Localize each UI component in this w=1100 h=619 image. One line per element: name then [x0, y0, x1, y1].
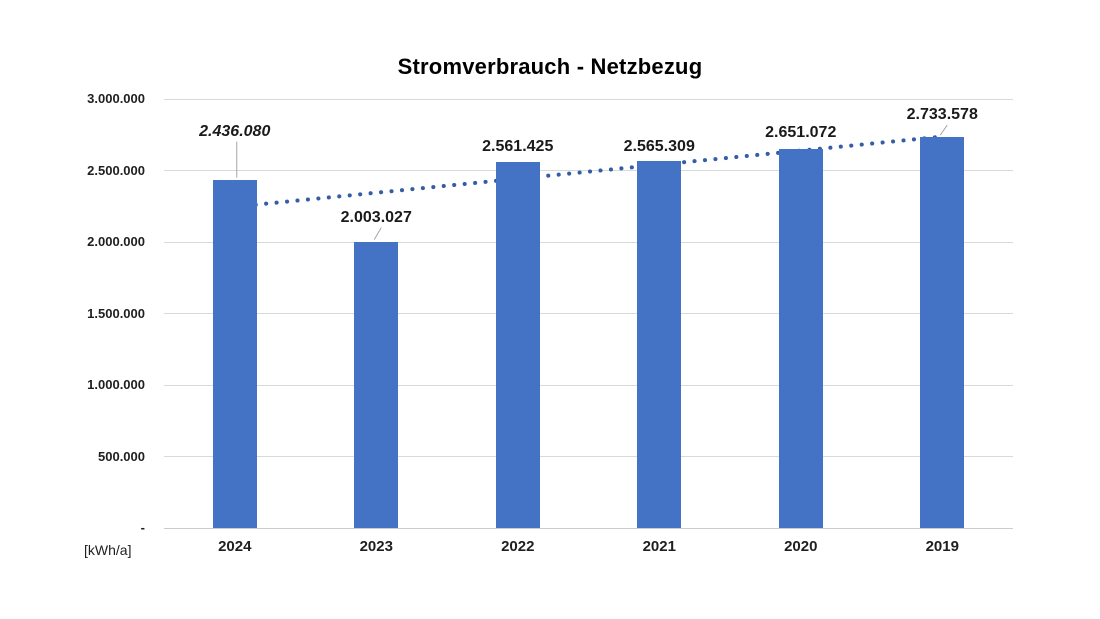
y-tick-label: 3.000.000 — [87, 91, 145, 106]
x-tick-label-2023: 2023 — [359, 538, 393, 555]
label-leader-line — [373, 227, 382, 240]
data-label-2020: 2.651.072 — [765, 123, 837, 141]
label-leader-line — [939, 124, 948, 136]
x-tick-label-2024: 2024 — [218, 538, 252, 555]
y-tick-label: 2.000.000 — [87, 234, 145, 249]
x-tick-label-2020: 2020 — [784, 538, 818, 555]
bar-2024 — [212, 179, 257, 528]
x-axis-line — [164, 527, 1013, 529]
unit-label: [kWh/a] — [84, 542, 132, 558]
dotted-trendline — [232, 134, 945, 209]
gridline — [164, 313, 1013, 314]
data-label-2024: 2.436.080 — [199, 122, 271, 140]
bar-2022 — [495, 161, 540, 528]
gridline — [164, 384, 1013, 386]
trendline-layer — [232, 134, 945, 209]
gridline — [164, 241, 1013, 243]
leader-lines-layer — [236, 124, 948, 240]
data-labels-layer: 2.436.080 2.003.027 2.561.425 2.565.309 2.65… — [164, 99, 1013, 528]
x-tick-label-2019: 2019 — [925, 538, 959, 555]
data-label-2019: 2.733.578 — [906, 106, 978, 124]
y-tick-label: - — [140, 520, 145, 535]
y-tick-label: 1.500.000 — [87, 305, 145, 321]
gridline — [164, 456, 1013, 457]
bar-2021 — [637, 161, 682, 528]
y-tick-label: 500.000 — [98, 448, 145, 464]
chart-title: Stromverbrauch - Netzbezug — [397, 54, 703, 79]
bar-2020 — [778, 148, 823, 528]
data-label-2023: 2.003.027 — [340, 208, 412, 226]
bar-2023 — [354, 241, 399, 528]
y-tick-label: 1.000.000 — [87, 377, 145, 392]
gridline — [164, 98, 1013, 100]
y-tick-label: 2.500.000 — [87, 162, 145, 178]
bars-layer — [164, 99, 1013, 528]
plot-area: 2.436.080 2.003.027 2.561.425 2.565.309 2.65… — [164, 98, 1013, 529]
x-tick-label-2022: 2022 — [501, 538, 535, 555]
x-tick-label-2021: 2021 — [642, 538, 676, 555]
data-label-2021: 2.565.309 — [623, 138, 695, 156]
bar-2019 — [920, 137, 965, 528]
data-label-2022: 2.561.425 — [482, 137, 554, 155]
